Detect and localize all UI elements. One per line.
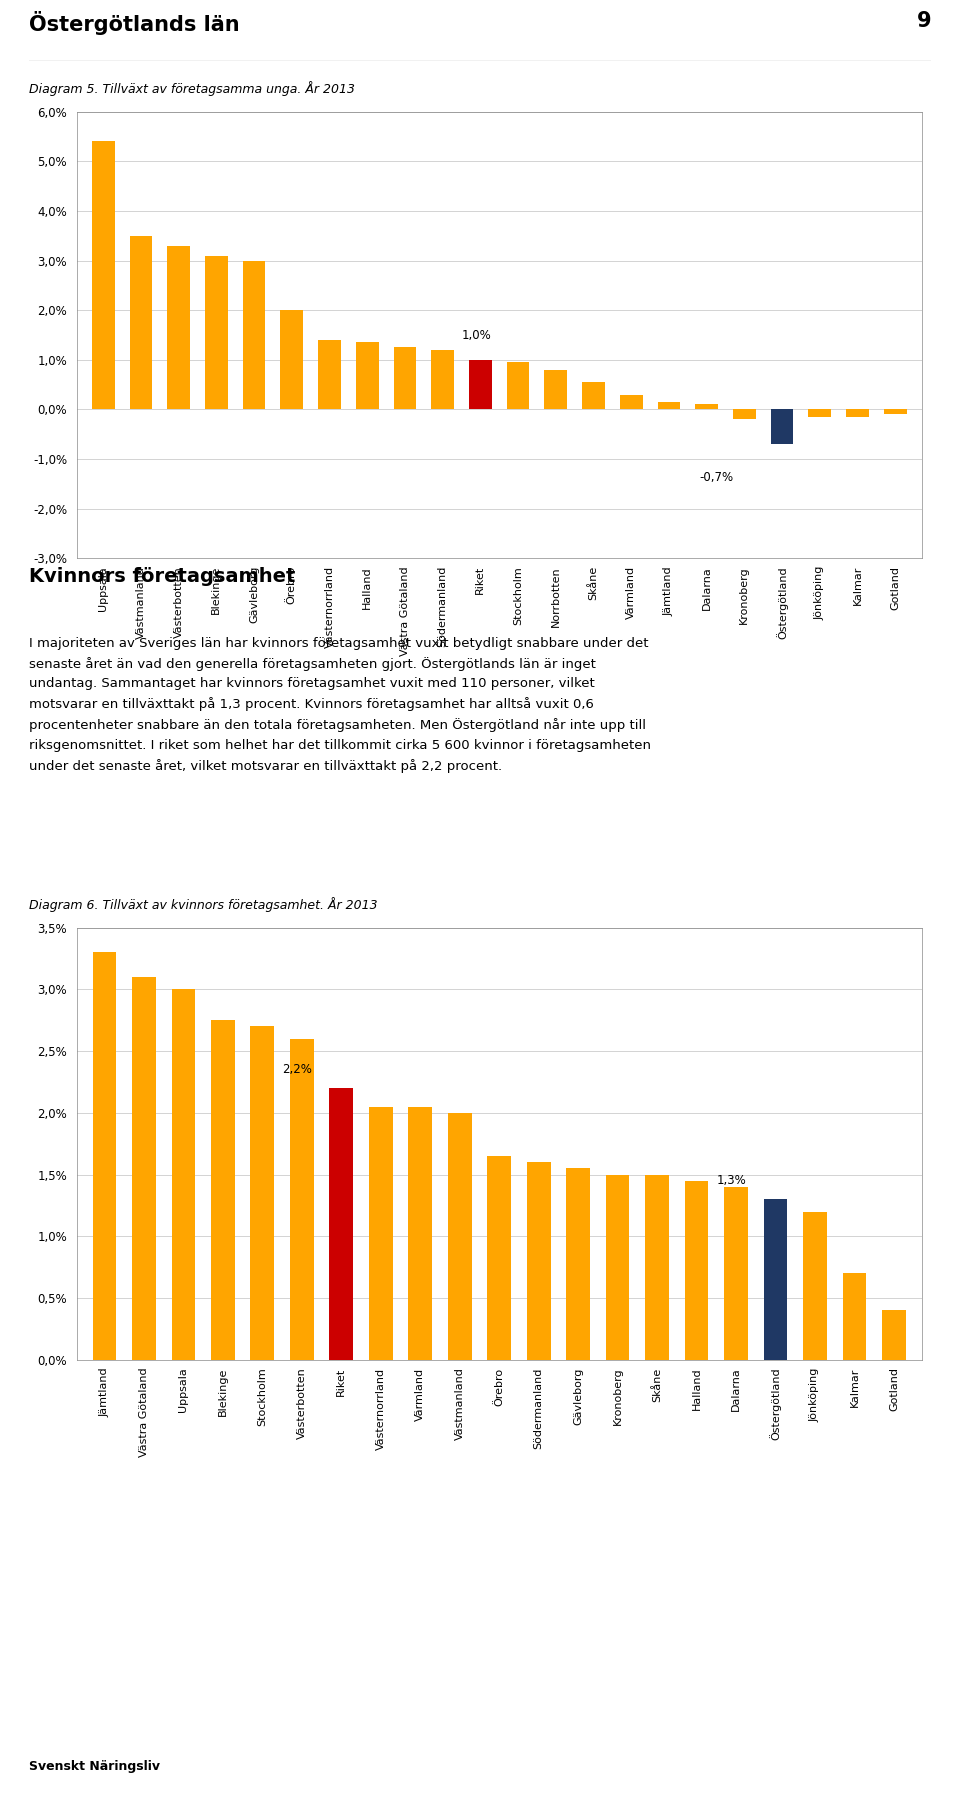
Bar <box>448 1113 471 1360</box>
Bar <box>132 976 156 1360</box>
Bar <box>620 394 642 409</box>
Bar <box>167 245 190 409</box>
Bar <box>290 1039 314 1360</box>
Bar <box>884 409 906 414</box>
Bar <box>684 1181 708 1360</box>
Text: I majoriteten av Sveriges län har kvinnors företagsamhet vuxit betydligt snabbar: I majoriteten av Sveriges län har kvinno… <box>29 638 651 773</box>
Bar <box>733 409 756 420</box>
Text: Kvinnors företagsamhet: Kvinnors företagsamhet <box>29 567 295 587</box>
Bar <box>771 409 793 445</box>
Bar <box>527 1162 550 1360</box>
Bar <box>280 310 303 409</box>
Bar <box>882 1311 906 1360</box>
Bar <box>92 953 116 1360</box>
Bar <box>582 382 605 409</box>
Bar <box>92 142 114 409</box>
Bar <box>469 360 492 409</box>
Bar <box>695 405 718 409</box>
Bar <box>394 348 417 409</box>
Bar <box>130 236 153 409</box>
Text: Diagram 5. Tillväxt av företagsamma unga. År 2013: Diagram 5. Tillväxt av företagsamma unga… <box>29 81 355 95</box>
Bar <box>566 1169 590 1360</box>
Bar <box>329 1088 353 1360</box>
Bar <box>356 342 378 409</box>
Bar <box>804 1212 827 1360</box>
Bar <box>172 989 195 1360</box>
Text: 1,0%: 1,0% <box>462 330 492 342</box>
Bar <box>211 1019 234 1360</box>
Text: 2,2%: 2,2% <box>282 1063 312 1075</box>
Bar <box>724 1187 748 1360</box>
Text: 9: 9 <box>917 11 931 31</box>
Bar <box>488 1156 511 1360</box>
Text: Svenskt Näringsliv: Svenskt Näringsliv <box>29 1760 159 1774</box>
Bar <box>408 1106 432 1360</box>
Bar <box>251 1027 275 1360</box>
Bar <box>369 1106 393 1360</box>
Bar <box>645 1174 669 1360</box>
Text: Östergötlands län: Östergötlands län <box>29 11 239 34</box>
Bar <box>544 369 567 409</box>
Bar <box>764 1199 787 1360</box>
Bar <box>243 261 265 409</box>
Bar <box>205 256 228 409</box>
Bar <box>843 1273 866 1360</box>
Text: Diagram 6. Tillväxt av kvinnors företagsamhet. År 2013: Diagram 6. Tillväxt av kvinnors företags… <box>29 897 377 911</box>
Bar <box>846 409 869 416</box>
Bar <box>431 349 454 409</box>
Bar <box>808 409 831 416</box>
Bar <box>658 402 681 409</box>
Text: -0,7%: -0,7% <box>699 472 733 484</box>
Text: 1,3%: 1,3% <box>716 1174 746 1187</box>
Bar <box>318 340 341 409</box>
Bar <box>507 362 529 409</box>
Bar <box>606 1174 630 1360</box>
